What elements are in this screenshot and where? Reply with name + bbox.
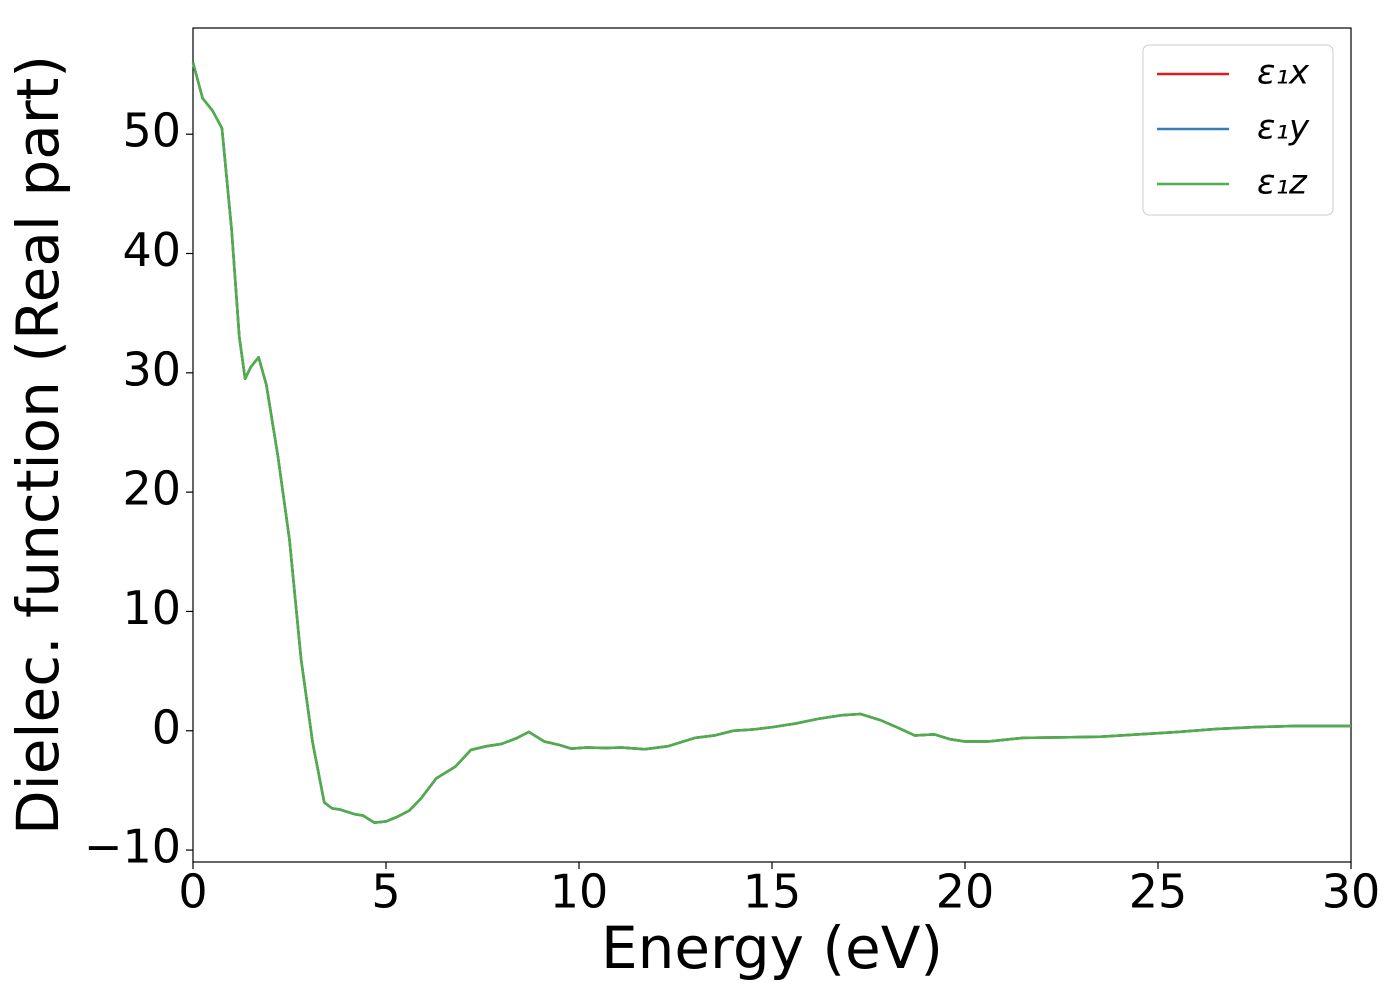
legend-box: [1142, 44, 1334, 216]
x-tick-label: 5: [371, 865, 400, 919]
legend-label: ε₁z: [1257, 163, 1308, 203]
y-axis-label: Dielec. function (Real part): [4, 55, 72, 835]
y-tick-label: 10: [122, 581, 181, 635]
legend-label: ε₁y: [1257, 108, 1310, 148]
series-line: [191, 62, 1351, 824]
x-tick-label: 30: [1322, 865, 1381, 919]
x-tick-label: 25: [1129, 865, 1188, 919]
x-tick-label: 10: [550, 865, 609, 919]
y-tick-label: −10: [84, 820, 181, 874]
y-tick-label: 0: [152, 700, 181, 754]
x-tick-label: 15: [743, 865, 802, 919]
x-tick-label: 0: [178, 865, 207, 919]
x-axis-label: Energy (eV): [601, 914, 943, 982]
y-tick-label: 20: [122, 462, 181, 516]
y-tick-label: 30: [122, 342, 181, 396]
x-tick-label: 20: [936, 865, 995, 919]
legend-label: ε₁x: [1257, 53, 1310, 93]
y-tick-label: 40: [122, 223, 181, 277]
y-tick-label: 50: [122, 104, 181, 158]
